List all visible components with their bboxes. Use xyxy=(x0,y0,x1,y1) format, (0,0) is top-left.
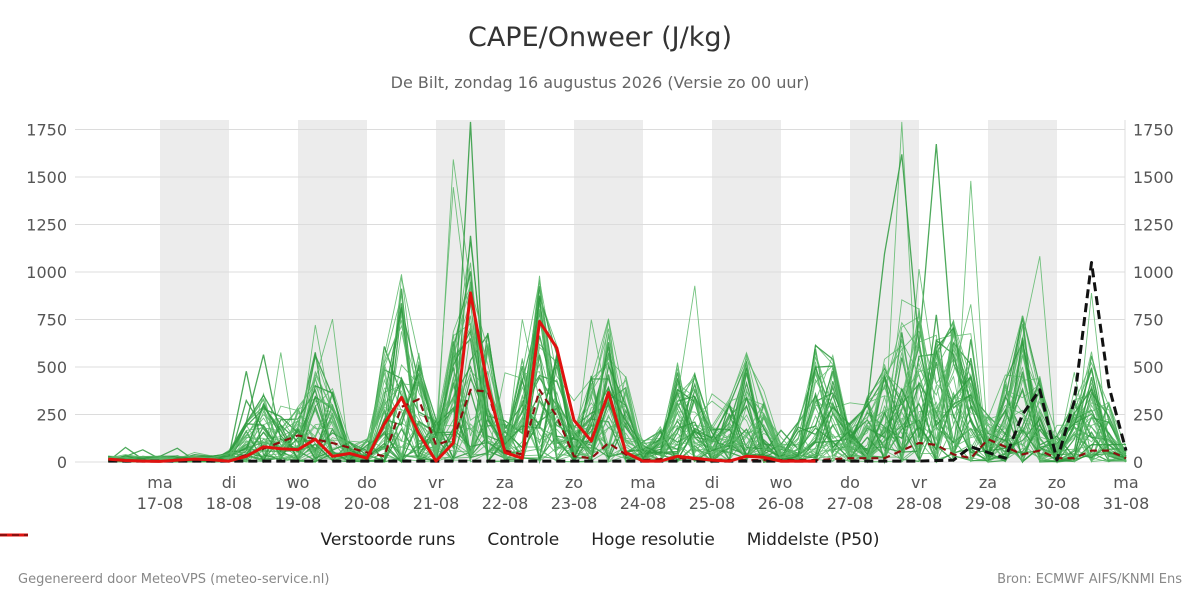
x-day-label: di xyxy=(705,473,720,492)
chart-svg: 0 0 250 250 500 500 750 750 1000 1000 1250 1250 1500… xyxy=(26,120,1174,513)
ensemble-member-line xyxy=(108,180,1127,463)
legend-item-highres[interactable]: Hoge resolutie xyxy=(0,530,715,550)
x-day-label: do xyxy=(357,473,377,492)
ensemble-member-line xyxy=(108,339,1127,465)
legend-item-control[interactable]: Controle xyxy=(0,530,560,550)
y-tick-label-right: 1250 xyxy=(1133,216,1174,235)
legend: Verstoorde runs Controle Hoge resolutie … xyxy=(0,530,1200,550)
x-date-label: 21-08 xyxy=(413,494,460,513)
x-day-label: do xyxy=(840,473,860,492)
legend-item-median[interactable]: Middelste (P50) xyxy=(0,530,880,550)
series-line-hoge-resolutie xyxy=(108,291,816,463)
x-date-label: 27-08 xyxy=(827,494,874,513)
x-date-label: 18-08 xyxy=(206,494,253,513)
x-day-label: ma xyxy=(147,473,172,492)
x-date-label: 19-08 xyxy=(275,494,322,513)
x-day-label: vr xyxy=(428,473,444,492)
ensemble-member-line xyxy=(108,352,1127,464)
x-day-label: wo xyxy=(770,473,793,492)
y-tick-label-left: 1500 xyxy=(26,168,67,187)
x-day-label: za xyxy=(496,473,514,492)
ensemble-member-line xyxy=(108,328,1127,463)
x-day-label: wo xyxy=(287,473,310,492)
y-tick-label-right: 0 xyxy=(1133,453,1143,472)
x-date-label: 20-08 xyxy=(344,494,391,513)
legend-label-ensemble: Verstoorde runs xyxy=(320,530,456,550)
x-date-label: 17-08 xyxy=(137,494,184,513)
x-date-label: 25-08 xyxy=(689,494,736,513)
legend-item-ensemble[interactable]: Verstoorde runs xyxy=(0,530,456,550)
x-day-label: zo xyxy=(565,473,583,492)
legend-label-median: Middelste (P50) xyxy=(746,530,880,550)
y-tick-label-left: 0 xyxy=(57,453,67,472)
day-band xyxy=(160,120,229,462)
x-date-label: 23-08 xyxy=(551,494,598,513)
x-date-label: 29-08 xyxy=(965,494,1012,513)
x-date-label: 24-08 xyxy=(620,494,667,513)
footer-source: Bron: ECMWF AIFS/KNMI Ens xyxy=(997,572,1182,587)
x-day-label: ma xyxy=(1113,473,1138,492)
chart-title: CAPE/Onweer (J/kg) xyxy=(467,22,732,53)
y-tick-label-left: 500 xyxy=(36,358,67,377)
y-tick-label-right: 1000 xyxy=(1133,263,1174,282)
y-tick-label-left: 1250 xyxy=(26,216,67,235)
series-line-controle xyxy=(108,261,1128,463)
legend-median-swatch xyxy=(0,534,28,536)
y-tick-label-right: 500 xyxy=(1133,358,1164,377)
legend-label-control: Controle xyxy=(487,530,560,550)
y-tick-label-left: 1000 xyxy=(26,263,67,282)
x-day-label: di xyxy=(222,473,237,492)
x-day-label: ma xyxy=(630,473,655,492)
y-tick-label-right: 1500 xyxy=(1133,168,1174,187)
chart-subtitle: De Bilt, zondag 16 augustus 2026 (Versie… xyxy=(390,73,810,92)
y-tick-label-left: 750 xyxy=(36,311,67,330)
footer-generator: Gegenereerd door MeteoVPS (meteo-service… xyxy=(18,572,330,587)
y-tick-label-right: 750 xyxy=(1133,311,1164,330)
x-date-label: 22-08 xyxy=(482,494,529,513)
ensemble-member-line xyxy=(108,121,1127,464)
y-tick-label-left: 250 xyxy=(36,406,67,425)
x-day-label: za xyxy=(979,473,997,492)
y-tick-label-right: 250 xyxy=(1133,406,1164,425)
y-tick-label-left: 1750 xyxy=(26,121,67,140)
ensemble-member-line xyxy=(108,256,1127,464)
legend-label-highres: Hoge resolutie xyxy=(591,530,715,550)
y-tick-label-right: 1750 xyxy=(1133,121,1174,140)
series-line-middelste-p50- xyxy=(108,388,1127,463)
x-day-label: vr xyxy=(911,473,927,492)
x-date-label: 28-08 xyxy=(896,494,943,513)
x-date-label: 26-08 xyxy=(758,494,805,513)
x-date-label: 30-08 xyxy=(1034,494,1081,513)
x-day-label: zo xyxy=(1048,473,1066,492)
x-date-label: 31-08 xyxy=(1103,494,1150,513)
